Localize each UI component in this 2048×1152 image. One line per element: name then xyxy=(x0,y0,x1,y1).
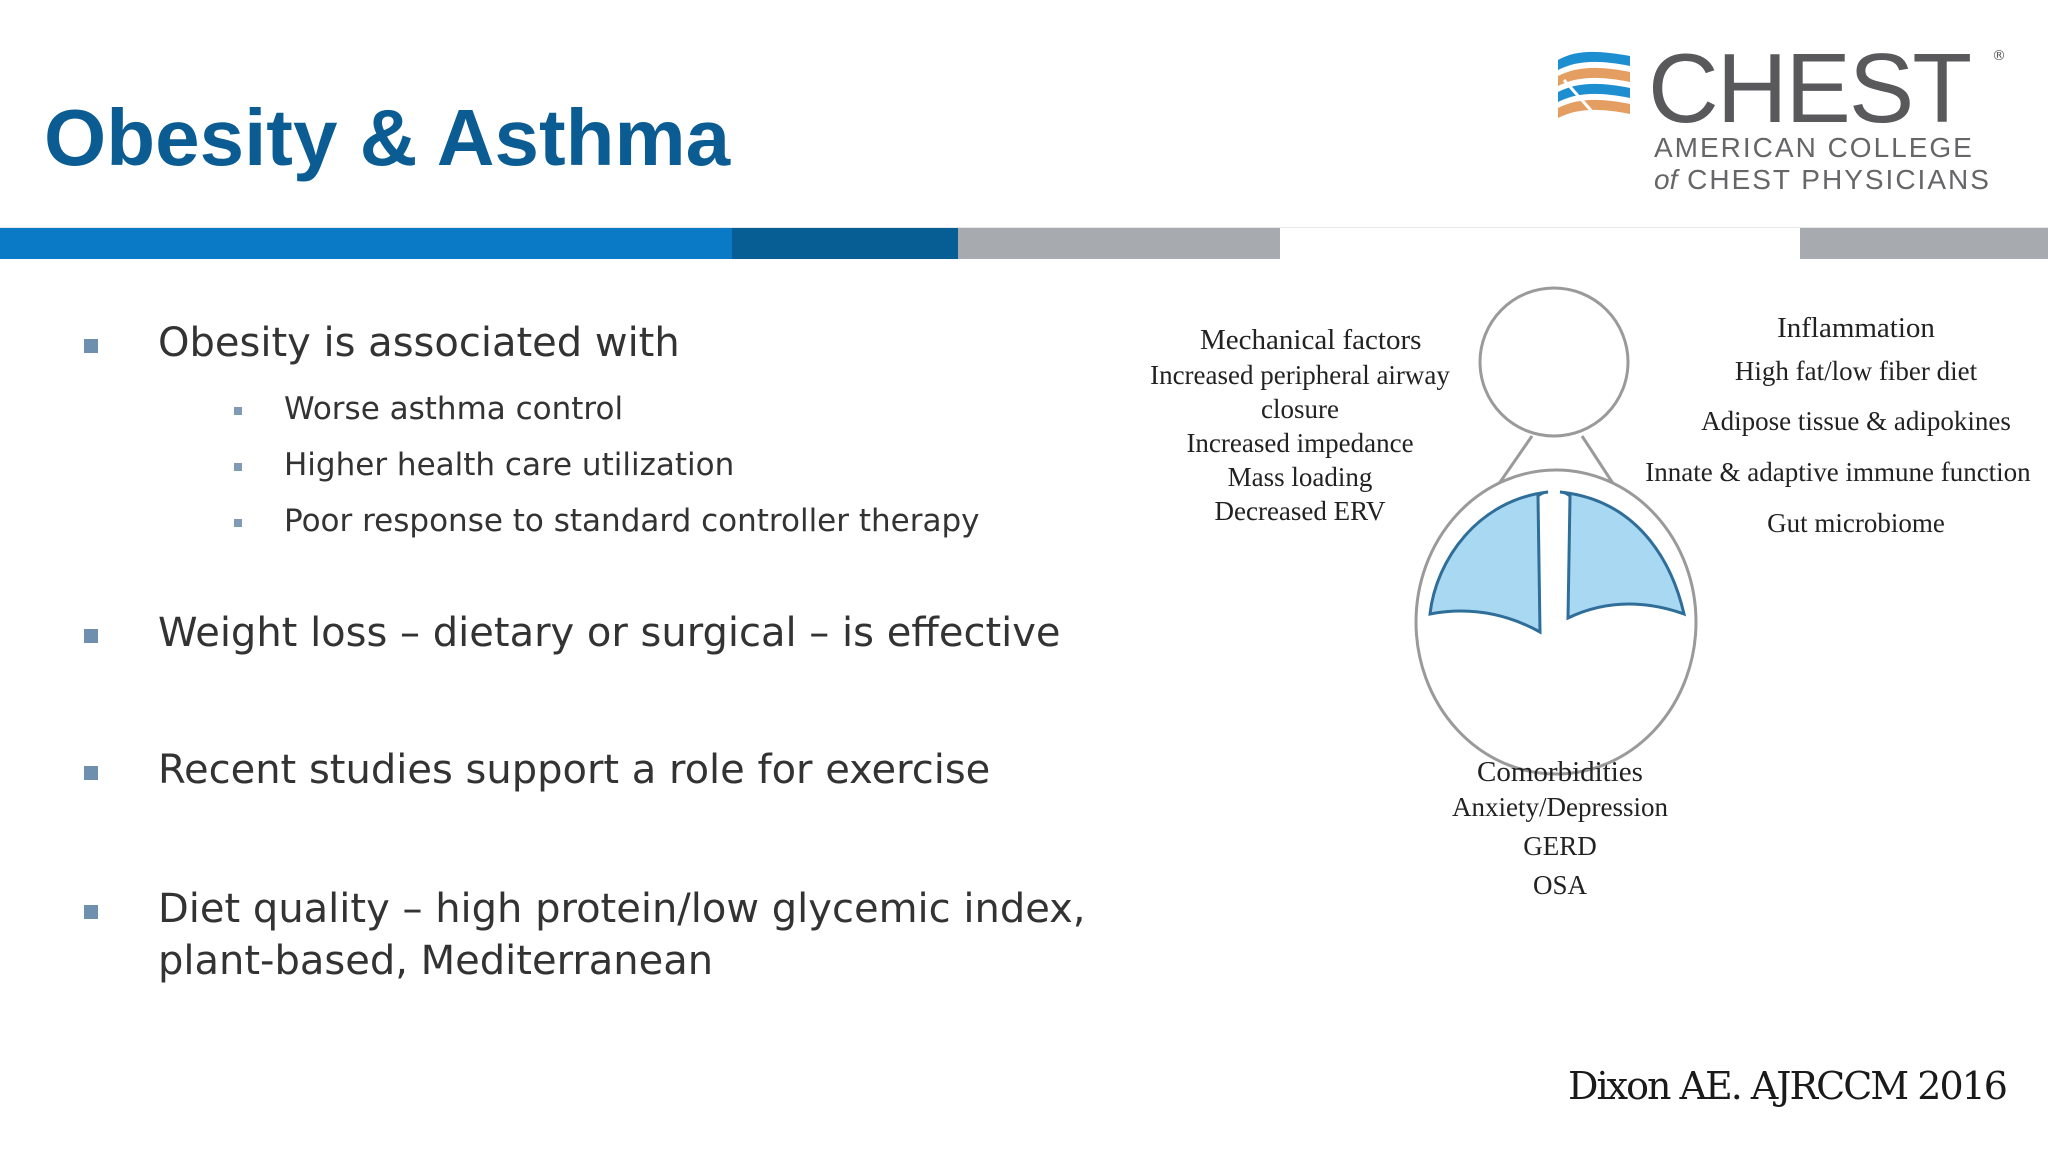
mechanical-item: Increased peripheral airway xyxy=(1150,360,1450,390)
bullet-square-icon xyxy=(84,339,98,353)
torso-circle xyxy=(1414,468,1698,776)
header-divider xyxy=(0,227,2048,228)
comorbidities-item: Anxiety/Depression xyxy=(1452,792,1668,822)
chest-logo: CHEST ® AMERICAN COLLEGE of CHEST PHYSIC… xyxy=(1556,38,2006,204)
band-segment-gray xyxy=(958,228,1280,259)
comorbidities-item: GERD xyxy=(1523,831,1597,861)
logo-subtitle-line1: AMERICAN COLLEGE xyxy=(1654,132,1974,163)
bullet-item: Obesity is associated with xyxy=(158,320,680,366)
citation: Dixon AE. AJRCCM 2016 xyxy=(1568,1064,2008,1108)
comorbidities-heading: Comorbidities xyxy=(1477,756,1643,788)
sub-bullet-item: Worse asthma control xyxy=(284,391,624,427)
inflammation-item: High fat/low fiber diet xyxy=(1734,356,1978,386)
bullet-square-icon xyxy=(84,766,98,780)
mechanical-item: Mass loading xyxy=(1227,462,1373,492)
inflammation-item: Gut microbiome xyxy=(1767,508,1945,538)
band-segment-gray-right xyxy=(1800,228,2048,259)
right-lung-shape xyxy=(1559,490,1687,621)
sub-bullet-item: Higher health care utilization xyxy=(284,447,735,483)
bullet-item: Diet quality – high protein/low glycemic… xyxy=(158,886,1086,932)
logo-wordmark: CHEST xyxy=(1648,33,1972,143)
body-outline-illustration xyxy=(1414,286,1698,776)
mechanical-heading: Mechanical factors xyxy=(1200,324,1422,356)
bullet-item: Weight loss – dietary or surgical – is e… xyxy=(158,610,1061,656)
head-circle xyxy=(1478,286,1630,438)
sub-bullet-square-icon xyxy=(234,519,242,527)
chest-stripes-logo-icon xyxy=(1558,51,1630,118)
obesity-asthma-diagram: Mechanical factors Increased peripheral … xyxy=(1140,270,2048,930)
comorbidities-item: OSA xyxy=(1532,870,1587,900)
sub-bullet-square-icon xyxy=(234,407,242,415)
bullet-list: Obesity is associated with Worse asthma … xyxy=(84,320,1086,984)
neck-left-line xyxy=(1494,435,1534,489)
bullet-item-continuation: plant-based, Mediterranean xyxy=(158,938,714,984)
bullet-square-icon xyxy=(84,905,98,919)
band-segment-dark-blue xyxy=(732,228,958,259)
mechanical-item: Increased impedance xyxy=(1186,428,1414,458)
bullet-square-icon xyxy=(84,629,98,643)
logo-subtitle-line2: of CHEST PHYSICIANS xyxy=(1654,164,1991,196)
sub-bullet-item: Poor response to standard controller the… xyxy=(284,503,980,539)
slide-title: Obesity & Asthma xyxy=(44,93,731,182)
inflammation-item: Adipose tissue & adipokines xyxy=(1701,406,2011,436)
mechanical-item: Decreased ERV xyxy=(1214,496,1386,526)
bullet-item: Recent studies support a role for exerci… xyxy=(158,747,991,793)
inflammation-heading: Inflammation xyxy=(1777,312,1935,344)
band-segment-blue xyxy=(0,228,732,259)
sub-bullet-square-icon xyxy=(234,463,242,471)
logo-registered-mark: ® xyxy=(1992,48,2006,64)
logo-of: of xyxy=(1654,164,1678,195)
left-lung-shape xyxy=(1428,490,1549,635)
inflammation-item: Innate & adaptive immune function xyxy=(1645,457,2031,487)
logo-line2-text: CHEST PHYSICIANS xyxy=(1687,164,1991,195)
mechanical-item: closure xyxy=(1261,394,1339,424)
neck-right-line xyxy=(1580,435,1618,489)
